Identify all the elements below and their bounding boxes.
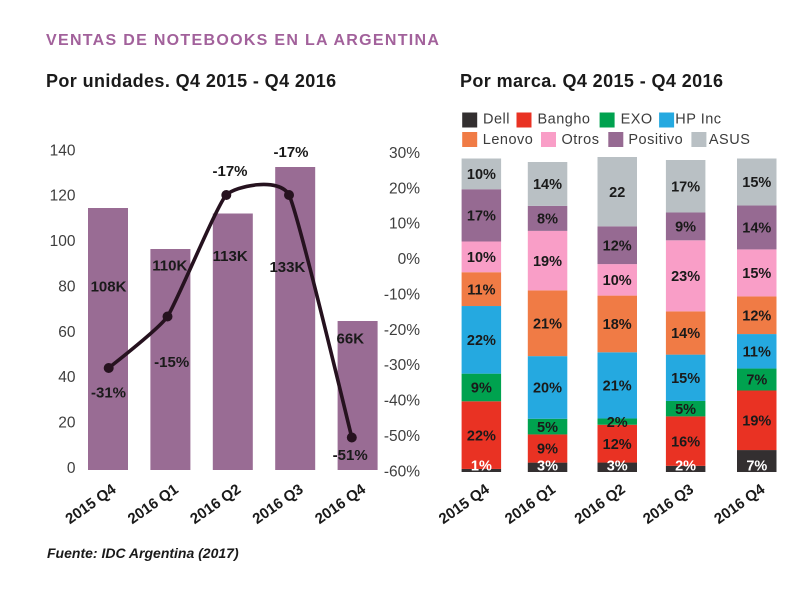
- svg-text:120: 120: [50, 188, 76, 205]
- svg-text:8%: 8%: [537, 212, 558, 228]
- svg-text:-20%: -20%: [384, 322, 420, 339]
- svg-text:0%: 0%: [398, 251, 421, 268]
- svg-text:23%: 23%: [671, 269, 700, 285]
- svg-text:3%: 3%: [607, 459, 628, 475]
- svg-text:9%: 9%: [471, 381, 492, 397]
- svg-text:Bangho: Bangho: [538, 112, 591, 128]
- svg-text:9%: 9%: [675, 220, 696, 236]
- svg-text:20: 20: [58, 415, 76, 432]
- svg-text:66K: 66K: [337, 331, 365, 348]
- svg-text:21%: 21%: [603, 379, 632, 395]
- svg-text:2%: 2%: [607, 415, 628, 431]
- svg-text:17%: 17%: [467, 209, 496, 225]
- svg-text:-15%: -15%: [154, 354, 189, 371]
- svg-text:19%: 19%: [533, 254, 562, 270]
- svg-text:0: 0: [67, 460, 76, 477]
- svg-text:3%: 3%: [537, 459, 558, 475]
- svg-text:2%: 2%: [675, 459, 696, 475]
- svg-text:-31%: -31%: [91, 384, 126, 401]
- svg-text:11%: 11%: [743, 345, 771, 361]
- svg-text:Por unidades. Q4 2015 - Q4 201: Por unidades. Q4 2015 - Q4 2016: [46, 71, 337, 91]
- svg-text:-60%: -60%: [384, 463, 420, 480]
- svg-text:17%: 17%: [671, 180, 700, 196]
- svg-text:ASUS: ASUS: [709, 132, 751, 148]
- svg-text:EXO: EXO: [621, 112, 653, 128]
- svg-text:10%: 10%: [467, 250, 496, 266]
- svg-text:22: 22: [609, 185, 625, 201]
- svg-text:10%: 10%: [389, 216, 420, 233]
- svg-text:14%: 14%: [742, 221, 771, 237]
- svg-text:10%: 10%: [603, 273, 632, 289]
- svg-text:HP Inc: HP Inc: [675, 112, 721, 128]
- svg-text:5%: 5%: [537, 420, 558, 436]
- svg-text:9%: 9%: [537, 442, 558, 458]
- svg-text:7%: 7%: [746, 459, 767, 475]
- svg-text:-30%: -30%: [384, 357, 420, 374]
- svg-text:1%: 1%: [471, 459, 492, 475]
- svg-text:-10%: -10%: [384, 286, 420, 303]
- svg-text:Dell: Dell: [483, 112, 510, 128]
- svg-text:133K: 133K: [269, 259, 305, 276]
- svg-text:19%: 19%: [742, 414, 771, 430]
- svg-text:22%: 22%: [467, 428, 496, 444]
- svg-text:10%: 10%: [467, 167, 496, 183]
- svg-text:VENTAS DE NOTEBOOKS EN LA ARGE: VENTAS DE NOTEBOOKS EN LA ARGENTINA: [46, 32, 440, 49]
- svg-text:12%: 12%: [603, 437, 632, 453]
- svg-text:-17%: -17%: [273, 144, 308, 161]
- svg-text:14%: 14%: [533, 177, 562, 193]
- svg-text:Fuente: IDC Argentina (2017): Fuente: IDC Argentina (2017): [47, 545, 239, 561]
- svg-text:15%: 15%: [742, 175, 771, 191]
- svg-text:110K: 110K: [152, 257, 187, 274]
- svg-text:7%: 7%: [746, 373, 767, 389]
- svg-text:12%: 12%: [742, 308, 771, 324]
- svg-text:60: 60: [58, 324, 76, 341]
- svg-text:40: 40: [58, 369, 76, 386]
- svg-text:108K: 108K: [91, 278, 127, 295]
- svg-text:Otros: Otros: [562, 132, 600, 148]
- svg-text:Lenovo: Lenovo: [483, 132, 534, 148]
- svg-text:11%: 11%: [467, 282, 495, 298]
- svg-text:15%: 15%: [671, 371, 700, 387]
- svg-text:21%: 21%: [533, 317, 562, 333]
- svg-text:18%: 18%: [603, 317, 632, 333]
- svg-text:100: 100: [50, 233, 76, 250]
- svg-text:15%: 15%: [742, 266, 771, 282]
- svg-text:140: 140: [50, 142, 76, 159]
- svg-text:14%: 14%: [671, 326, 700, 342]
- svg-text:5%: 5%: [675, 402, 696, 418]
- svg-text:22%: 22%: [467, 333, 496, 349]
- svg-text:16%: 16%: [671, 434, 700, 450]
- svg-text:30%: 30%: [389, 145, 420, 162]
- svg-text:12%: 12%: [603, 238, 632, 254]
- svg-text:-40%: -40%: [384, 393, 420, 410]
- svg-text:80: 80: [58, 279, 76, 296]
- svg-text:20%: 20%: [389, 180, 420, 197]
- svg-text:-17%: -17%: [212, 163, 247, 180]
- svg-text:-51%: -51%: [333, 447, 368, 464]
- svg-text:Positivo: Positivo: [628, 132, 683, 148]
- svg-text:-50%: -50%: [384, 428, 420, 445]
- svg-text:113K: 113K: [213, 248, 248, 265]
- svg-text:Por marca. Q4 2015 - Q4 2016: Por marca. Q4 2015 - Q4 2016: [460, 71, 723, 91]
- svg-text:20%: 20%: [533, 381, 562, 397]
